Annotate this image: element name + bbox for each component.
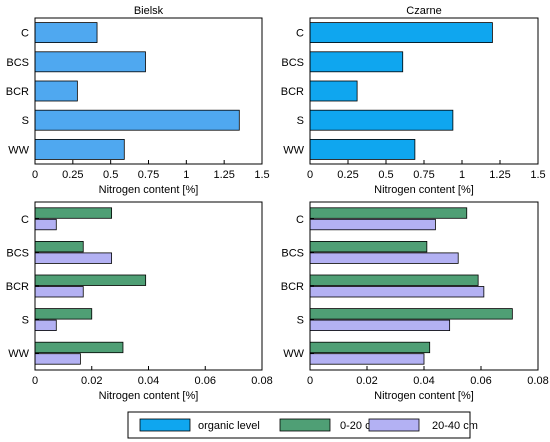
bar-bcs-series-0 [309, 240, 428, 253]
bar-s-series-1 [34, 319, 57, 332]
x-tick-label: 1.5 [530, 169, 545, 181]
legend: organic level 0-20 cm 20-40 cm [127, 411, 478, 439]
category-label: BCR [6, 86, 29, 98]
legend-swatch-20-40 [368, 418, 420, 432]
x-axis-label: Nitrogen content [%] [99, 390, 199, 402]
plot-frame [34, 201, 263, 371]
bar-bcr-series-0 [34, 80, 78, 102]
x-tick-label: 1.5 [254, 169, 269, 181]
plot-frame [309, 201, 539, 371]
x-tick-label: 0.5 [103, 169, 118, 181]
x-tick-label: 0.06 [195, 375, 216, 387]
category-label: BCS [281, 247, 304, 259]
bar-c-series-1 [34, 218, 57, 231]
panel-title: Bielsk [134, 5, 164, 17]
category-label: WW [283, 144, 304, 156]
category-label: WW [8, 144, 29, 156]
x-tick-label: 0.25 [62, 169, 83, 181]
x-axis-label: Nitrogen content [%] [374, 184, 474, 196]
bar-bcr-series-1 [309, 286, 485, 298]
category-label: BCS [281, 57, 304, 69]
category-label: WW [283, 348, 304, 360]
bar-ww-series-0 [34, 341, 124, 354]
bar-bcr-series-0 [309, 274, 479, 286]
bar-c-series-0 [309, 22, 493, 44]
legend-label-organic: organic level [198, 420, 260, 432]
bar-s-series-0 [309, 308, 513, 320]
panel-czarne-depth: C BCS BCR S WW 0 0.02 0.04 0.06 0.08 Nitrogen cont… [281, 201, 549, 402]
x-tick-label: 0.75 [138, 169, 159, 181]
panel-czarne-organic: Czarne C BCS BCR S WW 0 0.25 0.5 0.75 1 1.25 1.5 Nitr… [281, 5, 546, 196]
category-label: BCR [281, 281, 304, 293]
panel-title: Czarne [406, 5, 441, 17]
x-tick-label: 0.04 [413, 375, 434, 387]
bar-s-series-0 [309, 109, 454, 131]
legend-swatch-0-20 [279, 418, 331, 432]
bar-c-series-0 [34, 22, 98, 44]
x-tick-label: 0.08 [527, 375, 548, 387]
x-tick-label: 1.25 [213, 169, 234, 181]
category-label: C [296, 214, 304, 226]
bar-ww-series-0 [309, 341, 431, 354]
x-axis-label: Nitrogen content [%] [99, 184, 199, 196]
bar-ww-series-1 [309, 353, 425, 365]
category-label: C [21, 28, 29, 40]
x-tick-label: 0 [32, 375, 38, 387]
bar-bcr-series-1 [34, 286, 84, 298]
panel-bielsk-depth: C BCS BCR S WW 0 0.02 0.04 0.06 0.08 Nitrogen cont… [6, 201, 273, 402]
x-tick-label: 0.75 [413, 169, 434, 181]
bar-bcr-series-0 [34, 274, 147, 286]
bar-bcs-series-0 [34, 240, 84, 253]
category-label: BCS [6, 57, 29, 69]
category-label: C [21, 214, 29, 226]
bar-bcs-series-1 [309, 252, 459, 264]
bar-c-series-0 [309, 207, 468, 219]
category-label: S [297, 315, 304, 327]
bar-s-series-1 [309, 319, 451, 332]
x-tick-label: 0.02 [81, 375, 102, 387]
x-tick-label: 0.06 [470, 375, 491, 387]
x-axis-label: Nitrogen content [%] [374, 390, 474, 402]
x-tick-label: 0.08 [251, 375, 272, 387]
category-label: BCS [6, 247, 29, 259]
bar-ww-series-1 [34, 353, 81, 365]
category-label: S [22, 115, 29, 127]
bar-ww-series-0 [309, 138, 416, 160]
category-label: WW [8, 348, 29, 360]
category-label: C [296, 28, 304, 40]
bar-c-series-1 [309, 218, 436, 231]
bar-bcs-series-0 [34, 51, 146, 73]
bar-ww-series-0 [34, 138, 125, 160]
x-tick-label: 1.25 [489, 169, 510, 181]
x-tick-label: 0.5 [378, 169, 393, 181]
x-tick-label: 0 [307, 169, 313, 181]
category-label: BCR [281, 86, 304, 98]
category-label: S [22, 315, 29, 327]
category-label: S [297, 115, 304, 127]
bar-c-series-0 [34, 207, 113, 219]
x-tick-label: 1 [459, 169, 465, 181]
bar-s-series-0 [34, 308, 93, 320]
bar-bcs-series-1 [34, 252, 113, 264]
legend-swatch-organic [139, 418, 191, 432]
panel-bielsk-organic: Bielsk C BCS BCR S WW 0 0.25 0.5 0.75 1 1.25 1.5 Nitr… [6, 5, 270, 196]
x-tick-label: 0.02 [356, 375, 377, 387]
plot-frame [309, 17, 539, 165]
x-tick-label: 0.04 [138, 375, 159, 387]
x-tick-label: 0.25 [337, 169, 358, 181]
legend-label-20-40: 20-40 cm [432, 420, 478, 432]
bar-s-series-0 [34, 109, 240, 131]
x-tick-label: 0 [307, 375, 313, 387]
bar-bcr-series-0 [309, 80, 358, 102]
bar-bcs-series-0 [309, 51, 404, 73]
x-tick-label: 0 [32, 169, 38, 181]
plot-frame [34, 17, 263, 165]
x-tick-label: 1 [183, 169, 189, 181]
category-label: BCR [6, 281, 29, 293]
